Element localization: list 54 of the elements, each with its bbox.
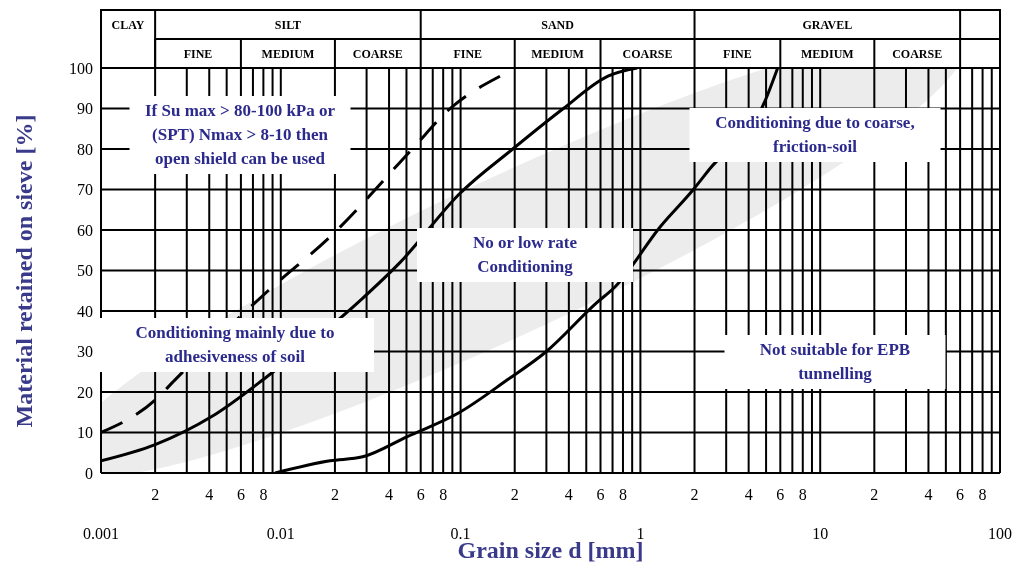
text: SILT: [274, 18, 302, 32]
text: CLAY: [111, 18, 145, 32]
y-tick-label: 30: [77, 343, 93, 361]
x-tick-label: 1: [636, 525, 645, 542]
text: 4: [564, 486, 573, 503]
text-box: Conditioning due to coarse, friction-soil: [689, 108, 941, 162]
text: 4: [744, 486, 753, 503]
text: FINE: [183, 47, 213, 61]
text: 4: [205, 486, 214, 503]
y-tick-label: 0: [85, 464, 93, 482]
text: 6: [416, 486, 425, 503]
x-tick-label: 0.001: [83, 525, 119, 542]
text: FINE: [453, 47, 483, 61]
text: COARSE: [892, 47, 943, 61]
y-tick-label: 90: [77, 100, 93, 118]
text: 6: [776, 486, 785, 503]
y-tick-label: 70: [77, 181, 93, 199]
text: 4: [385, 486, 394, 503]
x-tick-label: 0.01: [266, 525, 295, 542]
text: 4: [924, 486, 933, 503]
text: MEDIUM: [800, 47, 854, 61]
y-tick-label: 60: [77, 221, 93, 239]
text: SAND: [541, 18, 575, 32]
text-box: Not suitable for EPB tunnelling: [724, 335, 946, 389]
x-tick-label: 100: [988, 525, 1012, 542]
text: 6: [236, 486, 245, 503]
text: 8: [259, 486, 268, 503]
y-tick-label: 50: [77, 262, 93, 280]
text: FINE: [723, 47, 752, 61]
text: COARSE: [622, 47, 673, 61]
text: 6: [596, 486, 605, 503]
text: 8: [618, 486, 627, 503]
text: 8: [798, 486, 807, 503]
text: GRAVEL: [802, 18, 853, 32]
text: COARSE: [352, 47, 403, 61]
text: 2: [510, 486, 519, 503]
text: 6: [956, 486, 965, 503]
text: 8: [978, 486, 987, 503]
text: MEDIUM: [531, 47, 584, 61]
text: 2: [151, 486, 160, 503]
y-axis-title: Material retained on sieve [%]: [10, 114, 38, 427]
y-tick-label: 20: [77, 383, 93, 401]
y-tick-label: 40: [77, 302, 93, 320]
y-tick-label: 80: [77, 140, 93, 158]
text: 8: [439, 486, 448, 503]
y-tick-label: 10: [77, 424, 93, 442]
text: MEDIUM: [261, 47, 315, 61]
text: 2: [870, 486, 879, 503]
text-box: No or low rate Conditioning: [417, 228, 633, 282]
y-tick-label: 100: [69, 59, 93, 77]
text: 2: [690, 486, 699, 503]
text-box: If Su max > 80-100 kPa or (SPT) Nmax > 8-10 then open shield can be used: [129, 96, 351, 174]
x-tick-label: 10: [812, 525, 829, 542]
text: 2: [330, 486, 339, 503]
